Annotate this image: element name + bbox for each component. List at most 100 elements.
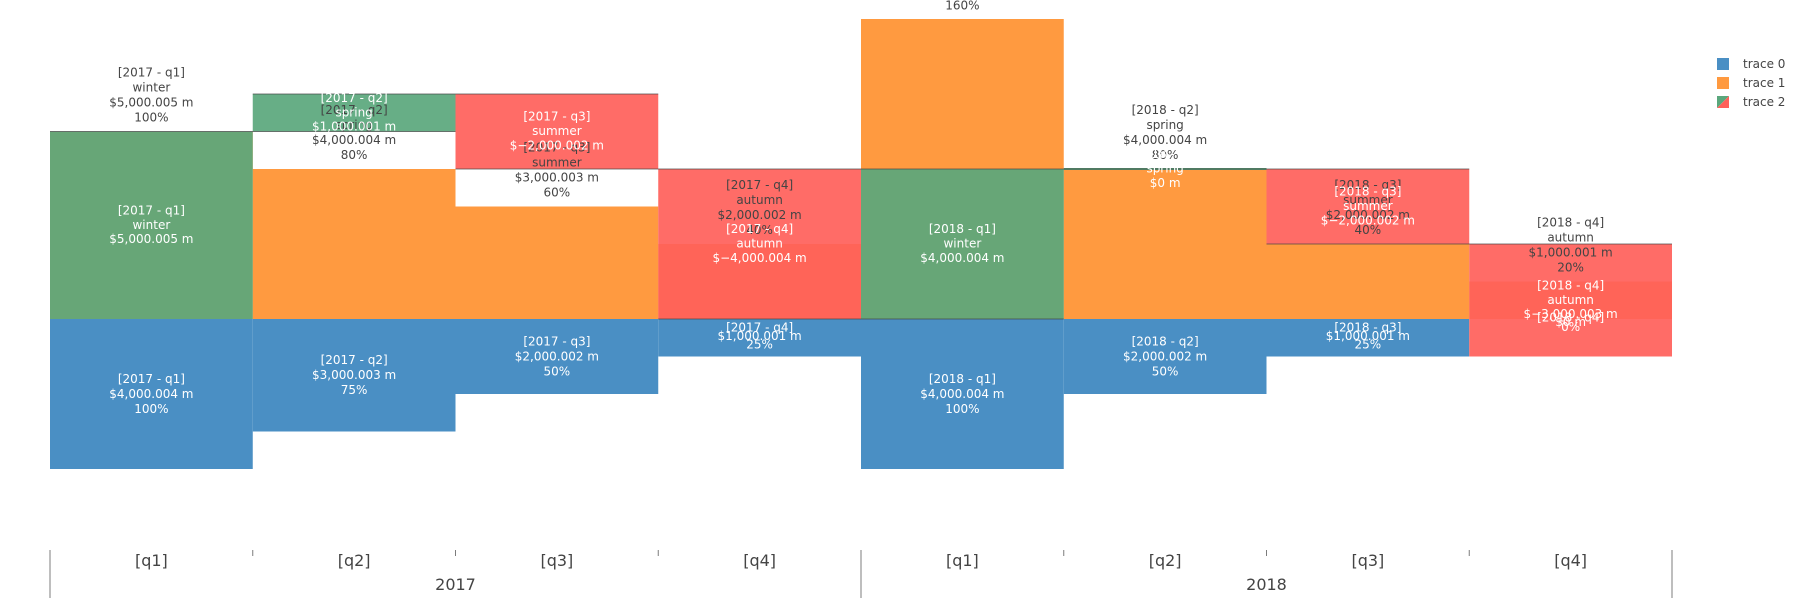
legend-label-2: trace 2	[1743, 95, 1785, 109]
trace1-label-6-line: $2,000.002 m	[1326, 208, 1410, 222]
trace0-bar-2	[455, 319, 659, 395]
x-group-label-2018: 2018	[1246, 575, 1287, 594]
trace2-label-3-line: autumn	[736, 237, 783, 251]
trace2-label-4: [2018 - q1] winter $4,000.004 m	[920, 222, 1004, 265]
trace2-label-7-line: [2018 - q4]	[1537, 278, 1604, 292]
trace2-label-0: [2017 - q1] winter $5,000.005 m	[109, 203, 193, 246]
trace1-label-3-line: $2,000.002 m	[718, 208, 802, 222]
trace1-label-3-line: autumn	[736, 193, 783, 207]
x-tick-label-1: [q2]	[338, 551, 371, 570]
trace1-bar-1	[252, 168, 456, 319]
trace0-label-0: [2017 - q1] $4,000.004 m 100%	[109, 372, 193, 416]
trace2-label-1-line: [2017 - q2]	[321, 91, 388, 105]
trace0-label-6-line: 25%	[1355, 337, 1382, 351]
trace2-label-1-line: $1,000.001 m	[312, 120, 396, 134]
trace1-label-7-line: [2018 - q4]	[1537, 216, 1604, 230]
trace0-bar-0	[50, 319, 253, 470]
trace2-label-4-line: [2018 - q1]	[929, 222, 996, 236]
trace1-label-1-line: 80%	[341, 148, 368, 162]
trace2-bar-2	[455, 93, 659, 169]
trace1-label-3-line: [2017 - q4]	[726, 178, 793, 192]
legend-swatch-2-b	[1717, 96, 1729, 108]
trace2-label-6-line: $−2,000.002 m	[1321, 213, 1415, 227]
trace2-label-0-line: $5,000.005 m	[109, 232, 193, 246]
trace1-label-0-line: 100%	[134, 111, 168, 125]
trace1-label-2-line: 60%	[544, 186, 571, 200]
trace2-label-5-line: spring	[1146, 162, 1183, 176]
trace2-label-1-line: spring	[335, 105, 372, 119]
trace1-label-0-line: [2017 - q1]	[118, 66, 185, 80]
x-tick-label-0: [q1]	[135, 551, 168, 570]
trace2-label-1: [2017 - q2] spring $1,000.001 m	[312, 91, 396, 134]
trace0-label-4-line: 100%	[945, 402, 979, 416]
trace1-label-2-line: summer	[532, 156, 582, 170]
trace2-bar-1	[252, 93, 456, 132]
trace1-label-6-line: [2018 - q3]	[1334, 178, 1401, 192]
trace0-label-4-line: [2018 - q1]	[929, 372, 996, 386]
trace1-label-6: [2018 - q3] summer $2,000.002 m 40%	[1326, 178, 1410, 237]
trace1-label-0-line: $5,000.005 m	[109, 96, 193, 110]
trace0-label-1-line: [2017 - q2]	[321, 353, 388, 367]
trace2-label-5-line: $0 m	[1150, 176, 1181, 190]
trace2-label-0-line: [2017 - q1]	[118, 203, 185, 217]
trace1-label-2-line: $3,000.003 m	[515, 171, 599, 185]
trace0-label-7-line: $0 m	[1555, 315, 1586, 329]
trace2-label-4-line: winter	[943, 237, 981, 251]
trace2-bar-6	[1266, 168, 1470, 244]
trace2-label-3-line: $−4,000.004 m	[712, 251, 806, 265]
trace2-label-4-line: $4,000.004 m	[920, 251, 1004, 265]
trace2-bar-3	[658, 168, 861, 319]
trace2-label-3-line: [2017 - q4]	[726, 222, 793, 236]
legend-swatch-1	[1717, 77, 1729, 89]
trace0-bar-3	[658, 319, 861, 357]
x-group-label-2017: 2017	[435, 575, 476, 594]
trace0-label-6: [2018 - q3] $1,000.001 m 25%	[1326, 320, 1410, 351]
trace1-label-5: [2018 - q2] spring $4,000.004 m 80%	[1123, 103, 1207, 162]
x-tick-label-3: [q4]	[743, 551, 776, 570]
trace0-label-3-line: 25%	[746, 337, 773, 351]
trace1-label-3: [2017 - q4] autumn $2,000.002 m 40%	[718, 178, 802, 237]
trace1-label-7-line: $1,000.001 m	[1529, 246, 1613, 260]
trace0-label-5-line: 50%	[1152, 364, 1179, 378]
trace1-label-4-line: 160%	[945, 0, 979, 12]
trace1-label-5-line: $4,000.004 m	[1123, 133, 1207, 147]
trace2-label-6: [2018 - q3] summer $−2,000.002 m	[1321, 185, 1415, 228]
trace2-label-5: [2018 - q2] spring $0 m	[1132, 147, 1199, 190]
trace0-label-5-line: $2,000.002 m	[1123, 349, 1207, 363]
trace1-label-1-line: spring	[335, 118, 372, 132]
trace0-label-2-line: [2017 - q3]	[523, 334, 590, 348]
trace0-label-0-line: $4,000.004 m	[109, 387, 193, 401]
legend-label-0: trace 0	[1743, 57, 1785, 71]
trace0-label-1: [2017 - q2] $3,000.003 m 75%	[312, 353, 396, 397]
trace1-label-5-line: spring	[1146, 118, 1183, 132]
trace1-label-1: [2017 - q2] spring $4,000.004 m 80%	[312, 103, 396, 162]
trace2-label-2: [2017 - q3] summer $−2,000.002 m	[510, 110, 604, 153]
trace0-label-3-line: $1,000.001 m	[718, 329, 802, 343]
x-tick-label-5: [q2]	[1149, 551, 1182, 570]
trace0-bar-1	[252, 319, 456, 432]
trace1-label-6-line: summer	[1343, 193, 1393, 207]
trace2-label-0-line: winter	[132, 218, 170, 232]
trace0-label-4: [2018 - q1] $4,000.004 m 100%	[920, 372, 1004, 416]
trace2-label-5-line: [2018 - q2]	[1132, 147, 1199, 161]
x-tick-label-4: [q1]	[946, 551, 979, 570]
trace0-label-5: [2018 - q2] $2,000.002 m 50%	[1123, 334, 1207, 378]
trace0-label-0-line: [2017 - q1]	[118, 372, 185, 386]
trace0-label-5-line: [2018 - q2]	[1132, 334, 1199, 348]
trace1-label-7-line: autumn	[1547, 231, 1594, 245]
legend: trace 0 trace 1 trace 2	[1717, 57, 1785, 109]
trace0-label-4-line: $4,000.004 m	[920, 387, 1004, 401]
trace1-label-2: [2017 - q3] summer $3,000.003 m 60%	[515, 141, 599, 200]
trace2-label-2-line: $−2,000.002 m	[510, 138, 604, 152]
trace2-bar-0	[50, 131, 253, 319]
x-axis: [q1] [q2] [q3] [q4] [q1] [q2] [q3] [q4] 2017 2018	[49, 550, 1673, 598]
trace0-label-2: [2017 - q3] $2,000.002 m 50%	[515, 334, 599, 378]
trace0-label-3: [2017 - q4] $1,000.001 m 25%	[718, 320, 802, 351]
trace2-bar-4	[861, 168, 1064, 319]
legend-label-1: trace 1	[1743, 76, 1785, 90]
trace1-label-3-line: 40%	[746, 223, 773, 237]
legend-swatch-0	[1717, 58, 1729, 70]
trace2-label-2-line: [2017 - q3]	[523, 110, 590, 124]
trace1-label-5-line: [2018 - q2]	[1132, 103, 1199, 117]
